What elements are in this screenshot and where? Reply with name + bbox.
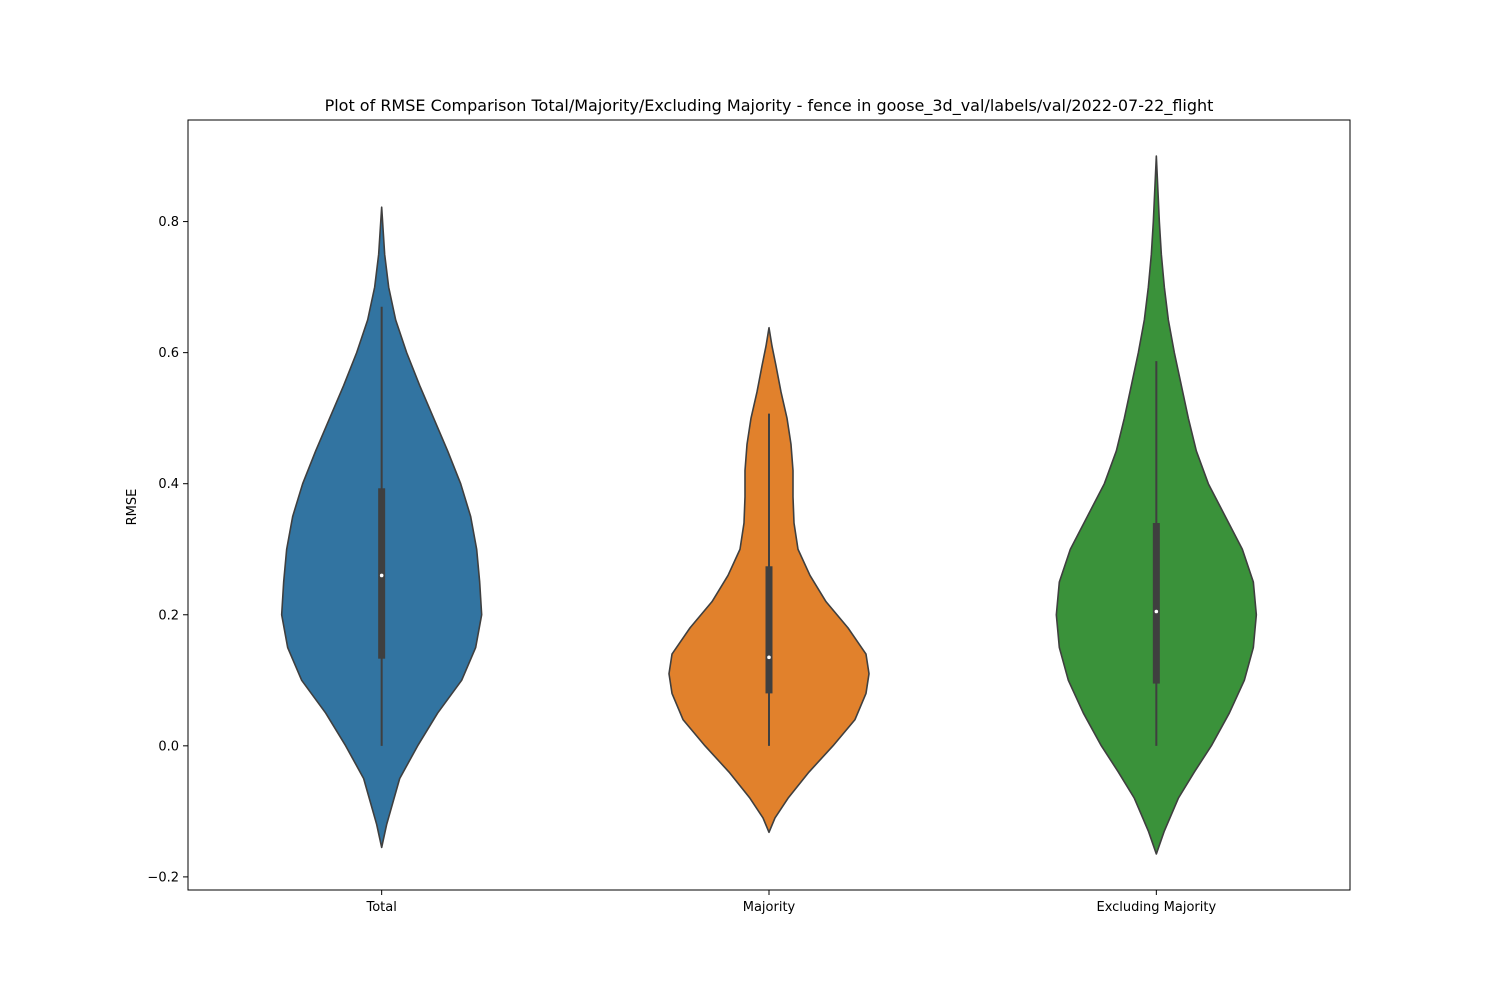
y-tick-label: 0.8 bbox=[158, 215, 179, 230]
plot-area-frame bbox=[187, 119, 1351, 891]
iqr-box bbox=[1152, 523, 1160, 684]
median-marker bbox=[379, 573, 384, 578]
median-marker bbox=[1154, 609, 1159, 614]
iqr-box bbox=[378, 488, 386, 659]
iqr-box bbox=[765, 566, 773, 694]
chart-title: Plot of RMSE Comparison Total/Majority/E… bbox=[325, 96, 1214, 116]
median-marker bbox=[767, 655, 771, 660]
x-axis-ticks: Total Majority Excluding Majority bbox=[365, 890, 1216, 915]
x-tick-label: Majority bbox=[743, 900, 796, 915]
y-tick-label: 0.0 bbox=[158, 739, 179, 754]
y-tick-label: 0.6 bbox=[158, 346, 179, 361]
violins-group bbox=[280, 155, 1258, 855]
x-tick-label: Excluding Majority bbox=[1096, 900, 1216, 915]
y-tick-label: 0.4 bbox=[158, 477, 179, 492]
y-tick-label: 0.2 bbox=[158, 608, 179, 623]
y-tick-label: −0.2 bbox=[147, 870, 179, 885]
x-tick-label: Total bbox=[365, 900, 396, 915]
y-axis-label: RMSE bbox=[125, 489, 140, 526]
y-axis-ticks: −0.2 0.0 0.2 0.4 0.6 0.8 bbox=[147, 215, 188, 885]
